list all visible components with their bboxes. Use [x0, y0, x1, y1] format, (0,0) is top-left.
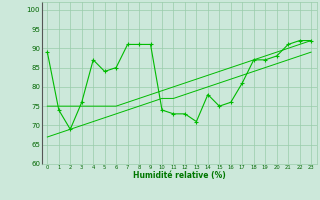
X-axis label: Humidité relative (%): Humidité relative (%)	[133, 171, 226, 180]
